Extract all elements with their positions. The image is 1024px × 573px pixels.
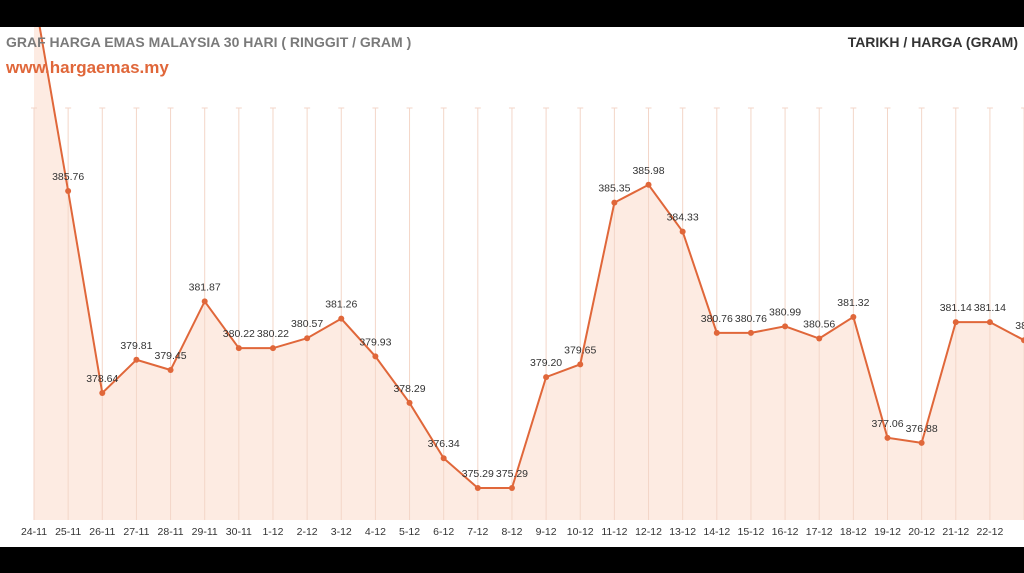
x-tick-label: 30-11 <box>226 526 252 538</box>
data-point <box>850 313 857 320</box>
x-tick-label: 7-12 <box>467 526 488 538</box>
data-label: 381.14 <box>940 302 972 314</box>
data-point <box>406 399 413 406</box>
data-point <box>577 361 584 368</box>
x-tick-label: 21-12 <box>942 526 969 538</box>
data-label: 379.81 <box>120 340 152 352</box>
data-label: 377.06 <box>871 418 903 430</box>
data-label: 380.76 <box>735 313 767 325</box>
x-tick-label: 24-11 <box>21 526 47 538</box>
x-tick-label: 3-12 <box>331 526 352 538</box>
x-tick-label: 14-12 <box>703 526 730 538</box>
x-tick-label: 6-12 <box>433 526 454 538</box>
legend-label: TARIKH / HARGA (GRAM) <box>847 34 1018 50</box>
data-label: 380 <box>1015 320 1024 332</box>
chart-panel: 24-11 385.76 25-11 378.64 26-11 379.81 27-11 37… <box>0 27 1024 547</box>
data-label: 375.29 <box>462 468 494 480</box>
x-tick-label: 2-12 <box>297 526 318 538</box>
data-label: 378.64 <box>86 373 118 385</box>
data-label: 380.22 <box>223 328 255 340</box>
data-point <box>952 319 959 326</box>
data-label: 380.22 <box>257 328 289 340</box>
chart-title: GRAF HARGA EMAS MALAYSIA 30 HARI ( RINGG… <box>6 34 412 50</box>
data-point <box>986 319 993 326</box>
x-tick-label: 12-12 <box>635 526 662 538</box>
data-label: 380.99 <box>769 306 801 318</box>
x-tick-label: 17-12 <box>806 526 833 538</box>
data-label: 379.45 <box>154 350 186 362</box>
data-point <box>1021 337 1024 344</box>
data-point <box>782 323 789 330</box>
x-tick-label: 1-12 <box>262 526 283 538</box>
data-point <box>884 434 891 441</box>
x-tick-label: 15-12 <box>738 526 765 538</box>
site-link[interactable]: www.hargaemas.my <box>6 58 169 77</box>
x-tick-label: 8-12 <box>501 526 522 538</box>
data-label: 379.20 <box>530 357 562 369</box>
data-point <box>167 367 174 374</box>
data-point <box>338 315 345 322</box>
data-label: 381.26 <box>325 299 357 311</box>
area-fill <box>34 27 1024 520</box>
data-point <box>372 353 379 360</box>
data-label: 376.34 <box>428 438 460 450</box>
data-point <box>304 335 311 342</box>
data-point <box>99 389 106 396</box>
x-tick-label: 18-12 <box>840 526 867 538</box>
x-tick-label: 11-12 <box>601 526 627 538</box>
data-label: 385.35 <box>598 183 630 195</box>
data-label: 379.93 <box>359 336 391 348</box>
x-tick-label: 20-12 <box>908 526 935 538</box>
data-label: 380.57 <box>291 318 323 330</box>
data-point <box>474 485 481 492</box>
x-tick-label: 10-12 <box>567 526 594 538</box>
x-tick-label: 26-11 <box>89 526 115 538</box>
data-point <box>543 374 550 381</box>
data-point <box>133 356 140 363</box>
data-label: 385.76 <box>52 171 84 183</box>
x-tick-label: 13-12 <box>669 526 696 538</box>
x-tick-label: 19-12 <box>874 526 901 538</box>
data-label: 378.29 <box>393 383 425 395</box>
data-label: 381.87 <box>189 281 221 293</box>
x-tick-label: 28-11 <box>158 526 184 538</box>
data-label: 385.98 <box>632 165 664 177</box>
data-point <box>816 335 823 342</box>
data-point <box>918 439 925 446</box>
data-point <box>201 298 208 305</box>
x-tick-label: 22-12 <box>976 526 1003 538</box>
data-point <box>508 485 515 492</box>
x-tick-label: 5-12 <box>399 526 420 538</box>
data-point <box>747 329 754 336</box>
data-label: 381.14 <box>974 302 1006 314</box>
data-point <box>645 181 652 188</box>
data-label: 384.33 <box>667 212 699 224</box>
x-tick-label: 27-11 <box>123 526 149 538</box>
data-label: 380.56 <box>803 319 835 331</box>
data-label: 381.32 <box>837 297 869 309</box>
data-point <box>65 188 72 194</box>
data-point <box>269 345 276 352</box>
data-point <box>235 345 242 352</box>
data-point <box>679 228 686 235</box>
data-label: 380.76 <box>701 313 733 325</box>
data-label: 375.29 <box>496 468 528 480</box>
x-tick-label: 16-12 <box>772 526 799 538</box>
price-chart: 24-11 385.76 25-11 378.64 26-11 379.81 27-11 37… <box>21 27 1024 538</box>
x-tick-label: 25-11 <box>55 526 81 538</box>
data-label: 376.88 <box>906 423 938 435</box>
x-tick-label: 29-11 <box>192 526 218 538</box>
x-tick-label: 4-12 <box>365 526 386 538</box>
series-line <box>38 27 1024 490</box>
data-label: 379.65 <box>564 344 596 356</box>
data-point <box>611 199 618 206</box>
x-tick-label: 9-12 <box>536 526 557 538</box>
data-point <box>440 455 447 462</box>
data-point <box>713 329 720 336</box>
